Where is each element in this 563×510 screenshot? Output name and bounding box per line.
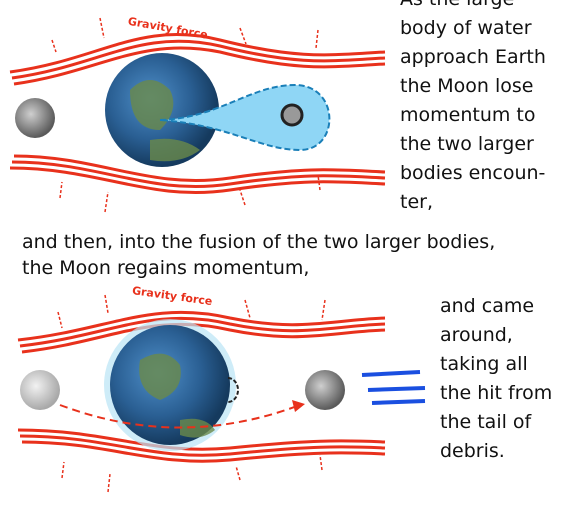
text-line: the Moon lose xyxy=(400,75,533,97)
diagram: Gravity force As the large body of water a… xyxy=(0,0,563,510)
moon-ghost xyxy=(20,370,60,410)
bottom-diagram: Gravity force and came around, taking all t… xyxy=(18,284,552,492)
text-line: ter, xyxy=(400,191,433,213)
text-line: As the large xyxy=(400,0,514,10)
text-line: approach Earth xyxy=(400,46,546,68)
text-line: bodies encoun- xyxy=(400,162,545,184)
text-line: the hit from xyxy=(440,382,552,404)
text-line: body of water xyxy=(400,17,532,39)
text-line: and came xyxy=(440,295,534,317)
force-label: Gravity force xyxy=(131,284,213,308)
page: Gravity force As the large body of water a… xyxy=(0,0,563,510)
moon-small xyxy=(282,105,302,125)
text-line: momentum to xyxy=(400,104,536,126)
moon xyxy=(15,98,55,138)
text-line: debris. xyxy=(440,440,505,462)
top-diagram: Gravity force As the largebody of watera… xyxy=(10,0,546,213)
text-line: around, xyxy=(440,324,513,346)
text-line: the Moon regains momentum, xyxy=(22,257,309,279)
moon xyxy=(305,370,345,410)
text-line: the two larger xyxy=(400,133,534,155)
text-line: and then, into the fusion of the two lar… xyxy=(22,231,495,253)
text-line: taking all xyxy=(440,353,528,375)
text-line: the tail of xyxy=(440,411,533,433)
